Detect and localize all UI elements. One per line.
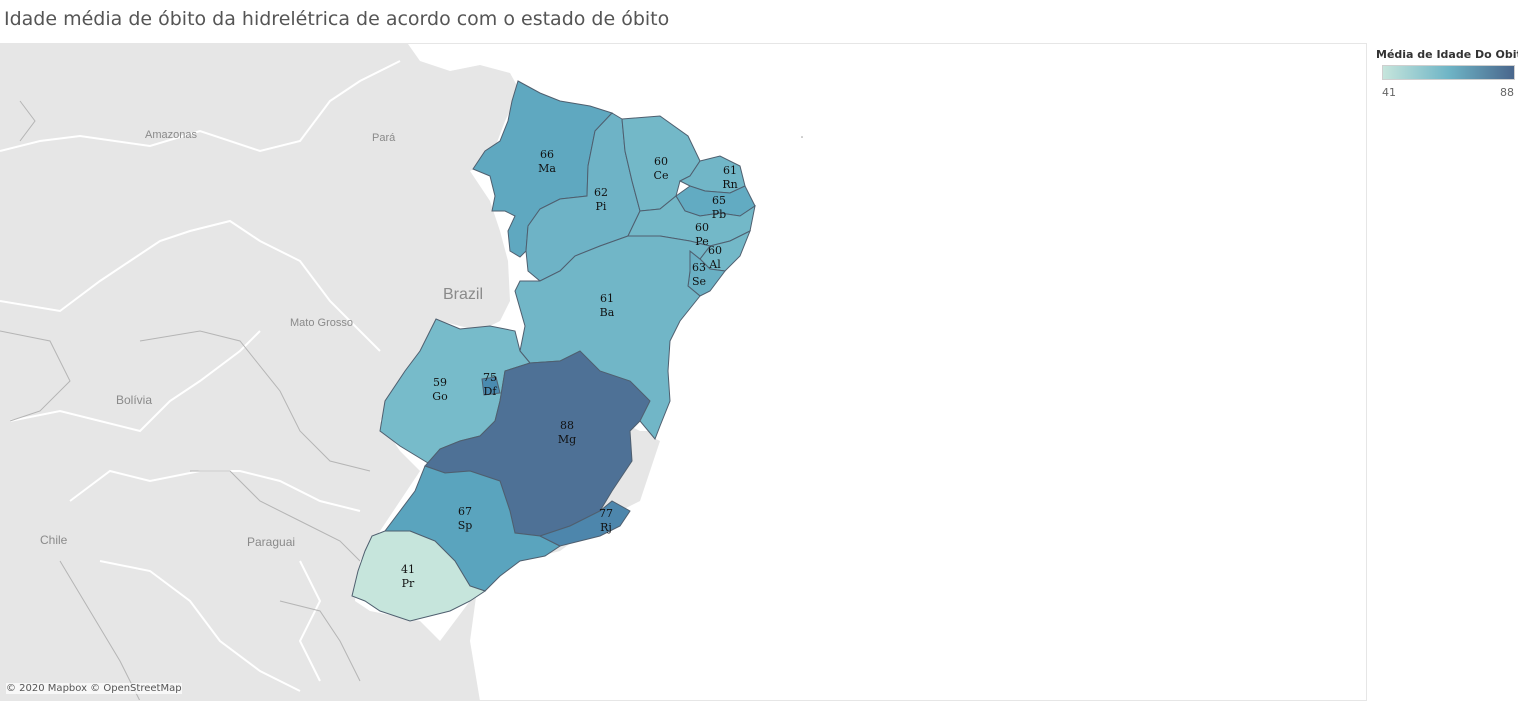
state-label-code: Df (484, 385, 498, 398)
legend-min-value: 41 (1382, 86, 1396, 99)
color-legend: Média de Idade Do Obito 41 88 (1376, 48, 1518, 99)
state-df[interactable] (481, 376, 501, 396)
label-paraguai: Paraguai (247, 535, 295, 549)
state-label-value: 65 (712, 194, 726, 207)
label-amazonas: Amazonas (145, 129, 197, 141)
state-label-value: 59 (433, 376, 447, 389)
state-pr[interactable] (351, 530, 487, 622)
base-borders-dark (0, 100, 371, 700)
legend-max-value: 88 (1500, 86, 1514, 99)
state-label-value: 41 (401, 563, 415, 576)
label-mato-grosso: Mato Grosso (290, 317, 353, 329)
state-label-value: 60 (708, 244, 722, 257)
state-ba[interactable] (514, 235, 711, 440)
state-label-code: Ce (654, 169, 669, 182)
map-title: Idade média de óbito da hidrelétrica de … (4, 8, 670, 30)
state-ce[interactable] (621, 115, 701, 212)
label-para: Pará (372, 132, 396, 144)
state-label-value: 67 (458, 505, 472, 518)
label-brazil: Brazil (443, 286, 483, 303)
legend-gradient-bar (1382, 65, 1515, 80)
state-label-value: 60 (654, 155, 668, 168)
state-label-value: 75 (483, 371, 497, 384)
state-label-code: Al (708, 258, 721, 271)
state-label-value: 77 (599, 507, 613, 520)
state-label-code: Ma (538, 162, 556, 175)
state-label-code: Rn (722, 178, 737, 191)
state-label-value: 88 (560, 419, 574, 432)
state-label-value: 60 (695, 221, 709, 234)
state-label-code: Ba (600, 306, 615, 319)
state-label-code: Rj (600, 521, 612, 534)
state-label-code: Go (432, 390, 448, 403)
states-layer[interactable] (351, 80, 756, 622)
map-area[interactable]: Amazonas Pará Brazil Mato Grosso Bolívia… (0, 43, 1367, 701)
state-label-code: Pb (712, 208, 726, 221)
state-label-code: Pe (695, 235, 708, 248)
state-label-value: 63 (692, 261, 706, 274)
legend-title: Média de Idade Do Obito (1376, 48, 1518, 61)
state-label-code: Pi (596, 200, 607, 213)
label-chile: Chile (40, 533, 68, 547)
label-bolivia: Bolívia (116, 393, 152, 407)
state-label-code: Sp (458, 519, 473, 532)
map-dot (801, 136, 803, 138)
state-label-value: 61 (723, 164, 737, 177)
state-label-value: 62 (594, 186, 608, 199)
state-rj[interactable] (538, 500, 631, 547)
state-label-value: 61 (600, 292, 614, 305)
state-label-code: Mg (558, 433, 576, 446)
state-labels: 66 Ma 62 Pi 60 Ce 61 Rn 65 Pb 60 Pe 60 A… (401, 148, 738, 590)
map-attribution[interactable]: © 2020 Mapbox © OpenStreetMap (6, 683, 182, 694)
map-svg[interactable]: Amazonas Pará Brazil Mato Grosso Bolívia… (0, 43, 1366, 701)
state-label-code: Se (692, 275, 706, 288)
state-label-value: 66 (540, 148, 554, 161)
state-label-code: Pr (402, 577, 415, 590)
